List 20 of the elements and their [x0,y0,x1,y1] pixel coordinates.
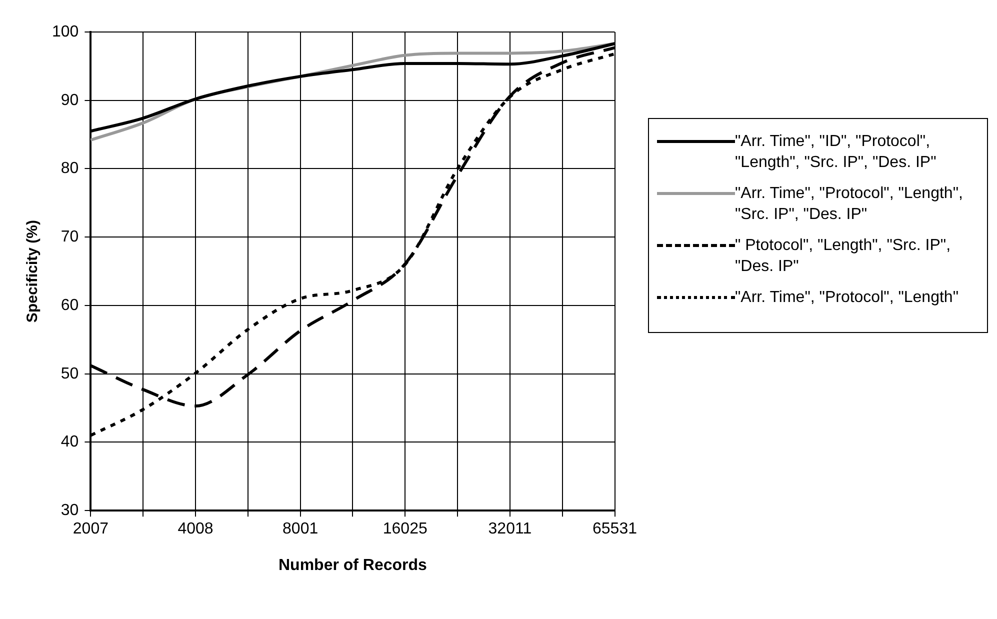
y-tick-label: 30 [60,502,79,520]
y-tick-label: 100 [52,23,79,40]
x-tick-label: 16025 [382,520,428,538]
y-tick-label: 90 [60,92,79,109]
legend-label: "Arr. Time", "Protocol", "Length", "Src. IP", "Des. IP" [735,184,964,225]
y-tick-label: 70 [60,228,79,246]
y-tick-label: 60 [60,296,79,314]
x-tick-label: 2007 [72,520,109,538]
y-tick-label: 40 [60,434,79,451]
legend-label: " Ptotocol", "Length", "Src. IP", "Des. IP" [735,236,952,277]
y-axis-title: Specificity (%) [24,220,42,323]
legend-label: "Arr. Time", "ID", "Protocol", "Length", "Src. IP", "Des. IP" [735,132,938,173]
x-tick-label: 8001 [282,520,318,538]
x-axis-title: Number of Records [278,556,428,574]
y-tick-label: 80 [60,160,79,178]
y-tick-label: 50 [60,365,79,382]
x-tick-label: 65531 [592,520,638,538]
legend-label: "Arr. Time", "Protocol", "Length" [735,288,960,308]
x-tick-label: 32011 [488,520,532,538]
x-tick-label: 4008 [178,520,214,538]
